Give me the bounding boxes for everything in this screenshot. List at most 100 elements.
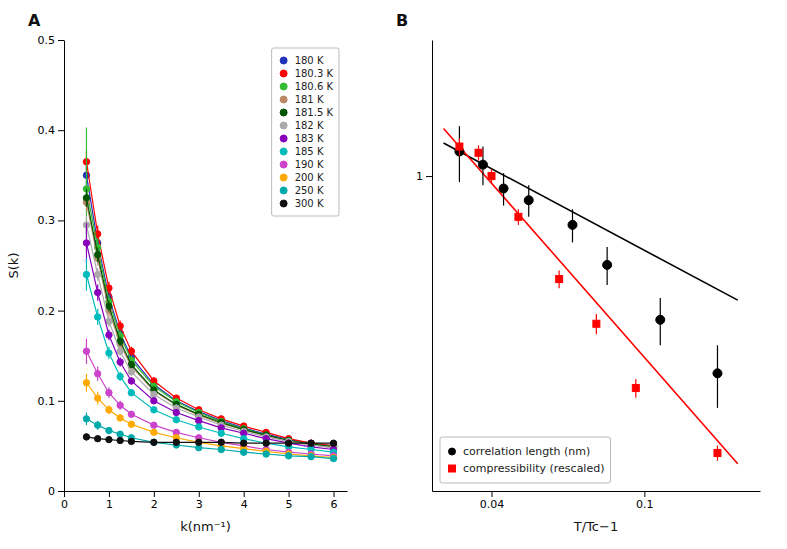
series-line xyxy=(444,143,738,300)
data-point xyxy=(196,417,202,423)
y-tick-mark xyxy=(58,40,64,41)
data-point xyxy=(568,220,577,229)
data-point xyxy=(94,271,100,277)
legend-label: 250 K xyxy=(295,185,324,196)
data-point xyxy=(330,440,336,446)
legend-item: 183 K xyxy=(280,133,324,144)
data-point xyxy=(263,440,269,446)
data-point xyxy=(83,271,89,277)
data-point xyxy=(196,439,202,445)
data-point xyxy=(94,371,100,377)
data-point xyxy=(94,289,100,295)
figure: 012345600.10.20.30.40.5180 K180.3 K180.6… xyxy=(0,0,787,549)
data-point xyxy=(151,439,157,445)
data-point xyxy=(240,449,246,455)
series-line xyxy=(86,243,333,450)
y-tick-label: 0.1 xyxy=(38,395,56,408)
x-tick: 2 xyxy=(151,491,158,511)
data-point xyxy=(515,213,522,220)
series-line xyxy=(86,351,333,456)
x-tick-label: 2 xyxy=(151,498,158,511)
data-point xyxy=(94,251,100,257)
data-point xyxy=(117,338,123,344)
panel-title: B xyxy=(396,11,408,30)
legend-item: 180 K xyxy=(280,55,324,66)
data-point xyxy=(106,332,112,338)
data-point xyxy=(285,453,291,459)
series-line xyxy=(86,419,333,459)
legend-label: 182 K xyxy=(295,120,324,131)
x-tick-label: 0.1 xyxy=(636,498,654,511)
data-point xyxy=(308,440,314,446)
data-point xyxy=(83,380,89,386)
data-point xyxy=(593,320,600,327)
legend-item: 180.3 K xyxy=(280,68,333,79)
legend-item: compressibility (rescaled) xyxy=(449,462,605,475)
data-point xyxy=(603,260,612,269)
series-line xyxy=(444,128,738,463)
data-point xyxy=(94,422,100,428)
legend-label: 200 K xyxy=(295,172,324,183)
data-point xyxy=(478,160,487,169)
y-axis-title: S(k) xyxy=(6,253,21,279)
legend-label: 180.3 K xyxy=(295,68,334,79)
data-point xyxy=(83,434,89,440)
y-tick: 0.4 xyxy=(38,124,65,137)
x-tick-mark xyxy=(289,491,290,497)
data-point xyxy=(218,439,224,445)
x-axis-line xyxy=(65,491,348,492)
legend-label: 183 K xyxy=(295,133,324,144)
x-axis-title: T/Tc−1 xyxy=(573,519,618,534)
x-tick: 1 xyxy=(106,491,113,511)
legend-item: 182 K xyxy=(280,120,324,131)
data-point xyxy=(151,439,157,445)
data-point xyxy=(83,348,89,354)
y-tick-mark xyxy=(58,311,64,312)
x-tick-label: 0 xyxy=(61,498,68,511)
x-tick: 0 xyxy=(61,491,68,511)
data-point xyxy=(263,440,269,446)
legend-item: 185 K xyxy=(280,146,324,157)
legend-label: correlation length (nm) xyxy=(463,445,590,458)
legend-swatch xyxy=(280,148,287,155)
data-point xyxy=(106,427,112,433)
legend-label: 190 K xyxy=(295,159,324,170)
legend-swatch xyxy=(280,200,287,207)
plot-area xyxy=(83,127,336,461)
data-point xyxy=(106,407,112,413)
legend-swatch xyxy=(280,161,287,168)
y-axis: 00.10.20.30.40.5 xyxy=(38,34,65,498)
x-tick-label: 6 xyxy=(331,498,338,511)
x-tick-mark xyxy=(64,491,65,497)
data-point xyxy=(330,454,336,460)
data-point xyxy=(83,416,89,422)
data-point xyxy=(196,439,202,445)
data-point xyxy=(713,369,722,378)
x-tick-mark xyxy=(644,491,645,497)
legend-item: 250 K xyxy=(280,185,324,196)
legend-label: 181 K xyxy=(295,94,324,105)
data-point xyxy=(308,440,314,446)
data-point xyxy=(128,421,134,427)
data-point xyxy=(173,439,179,445)
data-point xyxy=(151,422,157,428)
series-line xyxy=(86,162,333,446)
data-point xyxy=(218,430,224,436)
data-point xyxy=(128,389,134,395)
data-point xyxy=(151,407,157,413)
data-point xyxy=(106,436,112,442)
data-point xyxy=(128,369,134,375)
legend-label: 181.5 K xyxy=(295,107,334,118)
data-point xyxy=(456,143,463,150)
legend-item: 180.6 K xyxy=(280,81,333,92)
data-point xyxy=(83,240,89,246)
data-point xyxy=(117,415,123,421)
x-tick-mark xyxy=(199,491,200,497)
x-tick: 3 xyxy=(196,491,203,511)
x-tick-mark xyxy=(154,491,155,497)
data-point xyxy=(714,449,721,456)
data-point xyxy=(475,149,482,156)
y-tick-mark xyxy=(58,491,64,492)
y-axis: 1 xyxy=(416,41,433,492)
x-tick: 4 xyxy=(241,491,248,511)
